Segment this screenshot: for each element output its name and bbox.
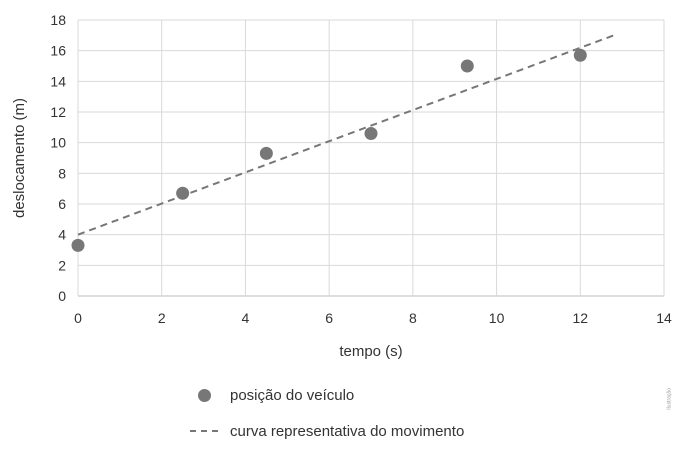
chart: 0 2 4 6 8 10 12 14 16 18 0 2 4 6 8 10 12 14 tempo (s) de… [11, 12, 672, 360]
y-tick-labels: 0 2 4 6 8 10 12 14 16 18 [50, 12, 66, 304]
y-tick-label: 16 [50, 43, 66, 59]
x-tick-label: 0 [74, 310, 82, 326]
y-tick-label: 10 [50, 135, 66, 151]
x-axis-label: tempo (s) [339, 343, 402, 360]
y-tick-label: 14 [50, 73, 66, 89]
y-tick-label: 2 [58, 257, 66, 273]
y-tick-label: 4 [58, 227, 66, 243]
legend-item-points: posição do veículo [190, 384, 590, 406]
x-tick-label: 14 [656, 310, 672, 326]
x-tick-labels: 0 2 4 6 8 10 12 14 [74, 310, 672, 326]
legend-item-line: curva representativa do movimento [190, 420, 590, 442]
data-point [573, 48, 587, 62]
grid [77, 19, 665, 297]
y-tick-label: 0 [58, 288, 66, 304]
trend-line-group [77, 34, 615, 236]
legend-marker-point [190, 388, 218, 402]
legend: posição do veículo curva representativa … [190, 384, 590, 456]
dashed-line-icon [190, 430, 218, 432]
x-tick-label: 12 [572, 310, 588, 326]
watermark: Ilustração [667, 388, 673, 410]
data-points [71, 48, 587, 252]
x-tick-label: 2 [158, 310, 166, 326]
data-point [176, 186, 190, 200]
y-tick-label: 6 [58, 196, 66, 212]
legend-marker-line [190, 424, 218, 438]
trend-line [77, 34, 615, 236]
x-tick-label: 4 [242, 310, 250, 326]
data-point [71, 238, 85, 252]
x-tick-label: 6 [325, 310, 333, 326]
x-tick-label: 8 [409, 310, 417, 326]
data-point [364, 126, 378, 140]
x-tick-label: 10 [489, 310, 505, 326]
y-tick-label: 18 [50, 12, 66, 28]
point-marker-icon [197, 388, 211, 402]
data-point [259, 146, 273, 160]
y-tick-label: 8 [58, 165, 66, 181]
data-point [460, 59, 474, 73]
y-axis-label: deslocamento (m) [11, 98, 28, 218]
legend-label-line: curva representativa do movimento [230, 422, 465, 440]
legend-label-points: posição do veículo [230, 386, 355, 404]
y-tick-label: 12 [50, 104, 66, 120]
